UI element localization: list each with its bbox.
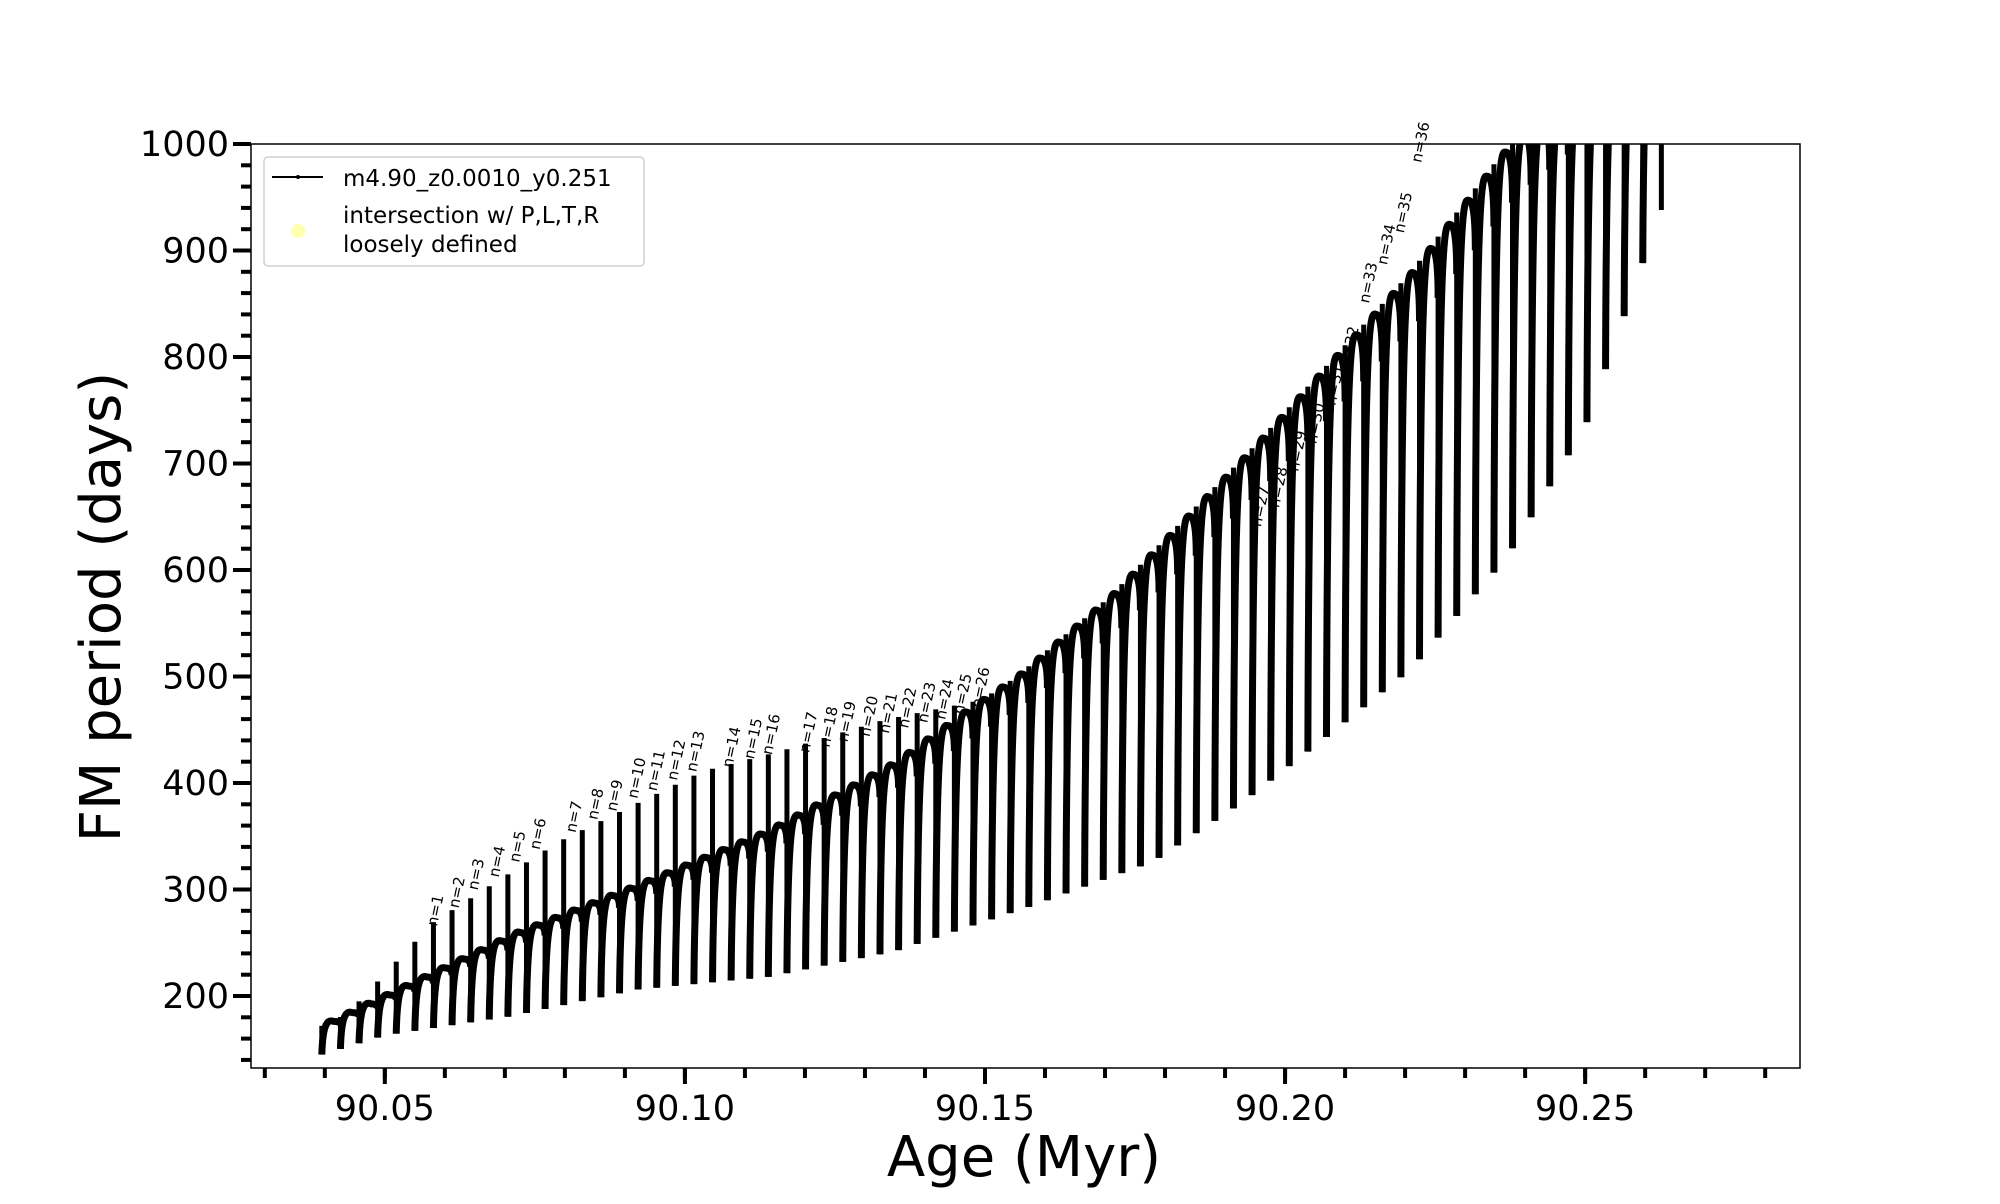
cycle-number-label: n=1	[423, 893, 447, 928]
legend-entry-intersection-line2: loosely defined	[343, 232, 518, 258]
y-axis: 200 300 400 500 600 700 800 900 1000	[140, 125, 251, 1062]
legend-dot-marker	[296, 175, 300, 179]
cycle-number-label: n=7	[562, 799, 586, 834]
x-tick-label: 90.20	[1235, 1089, 1335, 1129]
y-tick-label: 300	[162, 871, 229, 911]
y-tick-label: 900	[162, 232, 229, 272]
pulse-cycle-curve	[1639, 144, 1648, 264]
x-axis-label: Age (Myr)	[887, 1125, 1161, 1190]
plot-frame	[250, 143, 1801, 1069]
cycle-number-label: n=14	[718, 725, 744, 769]
cycle-number-label: n=4	[485, 844, 509, 879]
y-tick-label: 500	[162, 658, 229, 698]
pulse-cycle-curve	[1583, 144, 1594, 423]
cycle-number-label: n=16	[758, 712, 784, 756]
x-tick-label: 90.10	[635, 1089, 735, 1129]
x-tick-label: 90.05	[335, 1089, 435, 1129]
legend-entry-series: m4.90_z0.0010_y0.251	[343, 166, 612, 192]
cycle-number-label: n=32	[1337, 325, 1363, 369]
y-tick-label: 400	[162, 764, 229, 804]
y-axis-label: FM period (days)	[69, 372, 134, 842]
y-tick-label: 1000	[140, 125, 229, 165]
pulse-cycle-curve	[1620, 144, 1630, 317]
y-tick-label: 700	[162, 445, 229, 485]
legend: m4.90_z0.0010_y0.251 intersection w/ P,L…	[263, 156, 645, 267]
cycle-number-label: n=6	[526, 816, 550, 851]
cycle-number-label: n=35	[1390, 190, 1416, 234]
x-axis: 90.05 90.10 90.15 90.20 90.25	[262, 1068, 1768, 1129]
cycle-number-label: n=19	[834, 699, 860, 743]
pulse-cycle-curve	[1527, 144, 1554, 518]
legend-entry-intersection-line1: intersection w/ P,L,T,R	[343, 203, 599, 229]
y-tick-label: 800	[162, 338, 229, 378]
cycle-number-label: n=36	[1407, 120, 1433, 164]
legend-box	[263, 156, 645, 267]
cycle-number-label: n=13	[682, 729, 708, 773]
pulse-cycle-curve	[1546, 144, 1572, 487]
pulse-cycle-curve	[1602, 144, 1612, 370]
legend-intersection-marker	[291, 224, 305, 238]
cycle-number-label: n=33	[1355, 261, 1381, 305]
y-tick-label: 200	[162, 977, 229, 1017]
x-tick-label: 90.15	[935, 1089, 1035, 1129]
pulse-cycle-curve	[1564, 144, 1576, 456]
y-tick-label: 600	[162, 551, 229, 591]
x-tick-label: 90.25	[1535, 1089, 1635, 1129]
